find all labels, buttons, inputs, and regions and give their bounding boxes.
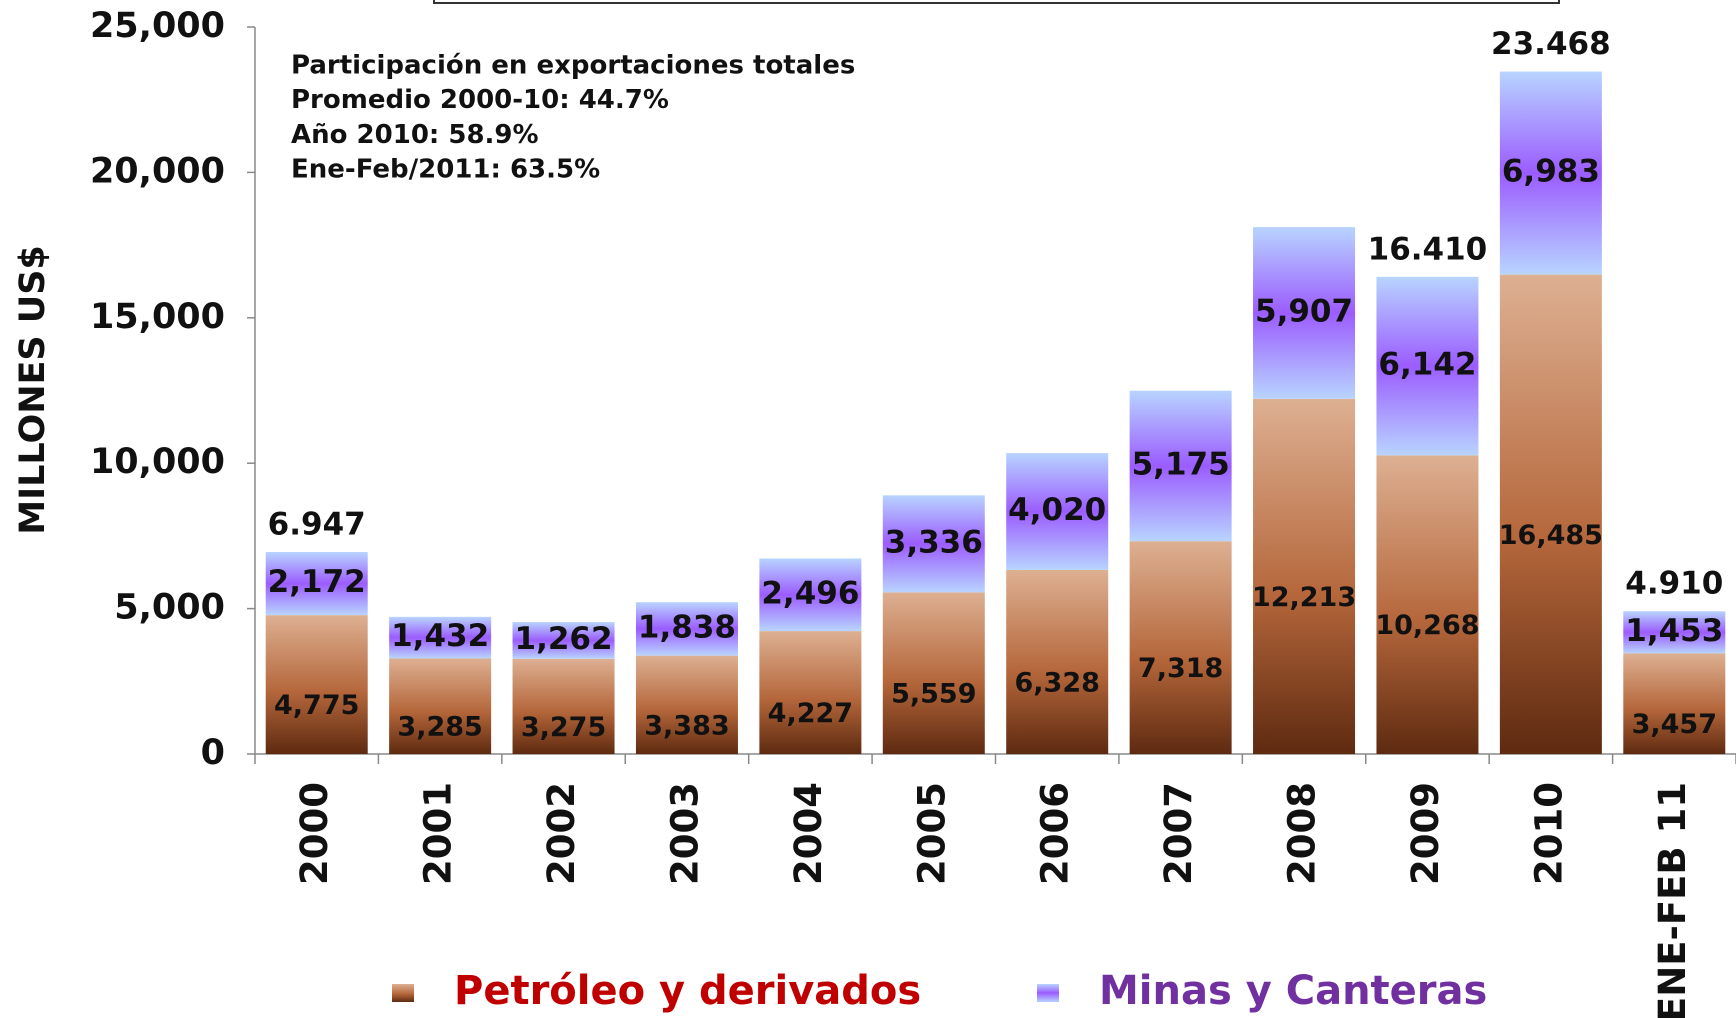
value-label: 12,213	[1252, 582, 1356, 613]
annotation: Año 2010: 58.9%	[291, 120, 539, 150]
legend-label: Minas y Canteras	[1099, 968, 1487, 1014]
x-tick-label: 2006	[1034, 782, 1077, 885]
bar-segment	[1129, 390, 1232, 542]
bar-segment	[265, 615, 368, 754]
value-label: 4,775	[274, 690, 359, 721]
annotation: Promedio 2000-10: 44.7%	[291, 85, 669, 115]
bar-segment	[1499, 71, 1602, 275]
bar-segment	[1376, 276, 1479, 456]
y-tick-label: 25,000	[90, 6, 225, 46]
value-label: 3,275	[521, 712, 606, 743]
value-label: 7,318	[1138, 653, 1223, 684]
legend-label: Petróleo y derivados	[454, 968, 921, 1014]
y-tick-label: 0	[201, 733, 225, 773]
legend-swatch	[392, 984, 414, 1002]
value-label: 3,457	[1632, 709, 1717, 740]
bar-segment	[635, 602, 738, 656]
y-tick-label: 5,000	[114, 588, 225, 628]
value-label: 4,020	[1008, 492, 1106, 528]
y-tick-label: 15,000	[90, 297, 225, 337]
bar-segment	[1253, 398, 1356, 754]
bar-segment	[882, 495, 985, 593]
plot: 0 5,000 10,000 15,000 20,000 25,000 4,775 2,172…	[90, 6, 1736, 1018]
x-tick-label: 2000	[293, 782, 336, 885]
value-label: 1,453	[1625, 613, 1723, 649]
bar-segment	[1006, 569, 1109, 754]
total-label: 23.468	[1491, 26, 1611, 62]
legend-item: Petróleo y derivados	[392, 968, 921, 1014]
value-label: 1,838	[638, 609, 736, 645]
bar-segment	[389, 616, 492, 659]
value-label: 2,496	[761, 575, 859, 611]
annotation: Participación en exportaciones totales	[291, 51, 855, 81]
x-tick-label: 2009	[1404, 782, 1447, 885]
y-axis-label: MILLONES US$	[13, 245, 53, 535]
value-label: 1,262	[515, 621, 613, 657]
x-tick-label: 2005	[910, 782, 953, 885]
bar-segment	[1253, 227, 1356, 399]
bar-segment	[265, 551, 368, 616]
value-label: 6,142	[1378, 347, 1476, 383]
x-tick-label: 2008	[1281, 782, 1324, 885]
total-label: 6.947	[268, 506, 366, 542]
bar-segment	[1006, 453, 1109, 570]
value-label: 5,175	[1132, 446, 1230, 482]
x-tick-label: ENE-FEB 11	[1651, 782, 1694, 1018]
bar-segment	[1499, 274, 1602, 754]
value-label: 5,907	[1255, 293, 1353, 329]
value-label: 10,268	[1375, 610, 1479, 641]
bar-segment	[1623, 653, 1726, 754]
x-tick-label: 2003	[663, 782, 706, 885]
value-label: 6,983	[1502, 154, 1600, 190]
total-label: 4.910	[1625, 566, 1723, 602]
value-label: 5,559	[891, 679, 976, 710]
bar-segment	[512, 658, 615, 754]
value-label: 1,432	[391, 618, 489, 654]
bar-segment	[1129, 541, 1232, 754]
value-label: 4,227	[768, 698, 853, 729]
bar-segment	[759, 631, 862, 754]
x-tick-label: 2002	[540, 782, 583, 885]
x-tick-label: 2004	[787, 782, 830, 885]
value-label: 3,285	[397, 712, 482, 743]
bar-segment	[512, 622, 615, 659]
bar-segment	[389, 658, 492, 754]
title-box	[433, 0, 1560, 4]
value-label: 16,485	[1499, 520, 1603, 551]
x-tick-label: 2001	[417, 782, 460, 885]
bar-segment	[1376, 455, 1479, 754]
x-tick-label: 2007	[1157, 782, 1200, 885]
y-tick-label: 20,000	[90, 151, 225, 191]
bar-segment	[1623, 611, 1726, 654]
total-label: 16.410	[1368, 231, 1488, 267]
value-label: 6,328	[1015, 667, 1100, 698]
bar-segment	[635, 655, 738, 754]
value-label: 2,172	[268, 564, 366, 600]
x-tick-label: 2010	[1527, 782, 1570, 885]
value-label: 3,383	[644, 710, 729, 741]
value-label: 3,336	[885, 524, 983, 560]
annotation: Ene-Feb/2011: 63.5%	[291, 155, 600, 185]
legend-item: Minas y Canteras	[1037, 968, 1487, 1014]
y-tick-label: 10,000	[90, 442, 225, 482]
bar-segment	[882, 592, 985, 754]
legend-swatch	[1037, 984, 1059, 1002]
bar-segment	[759, 558, 862, 632]
